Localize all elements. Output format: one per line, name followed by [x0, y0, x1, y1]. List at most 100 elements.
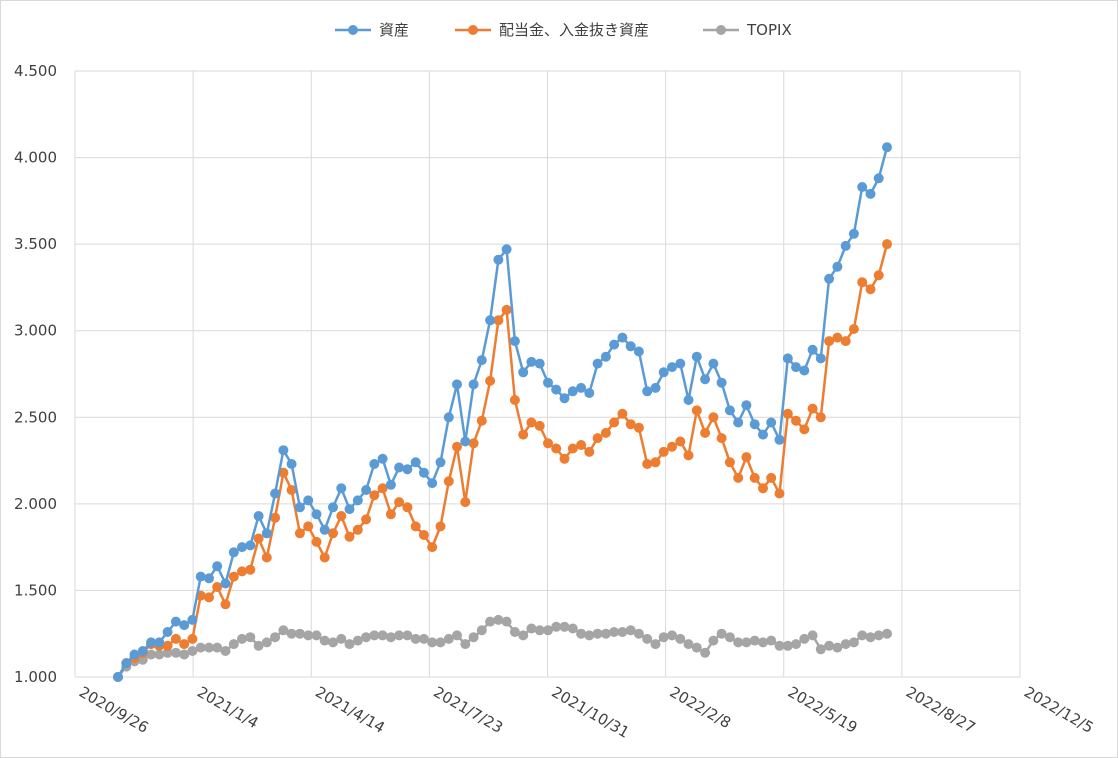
data-point — [526, 623, 537, 634]
data-point — [774, 640, 785, 651]
data-point — [882, 142, 892, 153]
data-point — [286, 628, 297, 639]
data-point — [278, 625, 289, 636]
y-tick-label: 4.000 — [14, 149, 57, 167]
data-point — [576, 628, 587, 639]
data-point — [650, 457, 661, 468]
legend-entry: 配当金、入金抜き資産 — [455, 21, 649, 39]
data-point — [485, 616, 496, 627]
data-point — [873, 630, 884, 641]
data-point — [848, 324, 859, 334]
data-point — [410, 633, 421, 644]
data-point — [418, 633, 429, 644]
data-point — [278, 467, 289, 478]
data-point — [791, 639, 801, 650]
data-point — [766, 417, 777, 428]
data-point — [352, 635, 363, 646]
data-point — [220, 646, 231, 656]
data-point — [716, 628, 727, 639]
data-point — [716, 433, 727, 444]
data-point — [344, 531, 355, 542]
x-tick-label: 2021/4/14 — [312, 683, 388, 737]
data-point — [501, 304, 512, 315]
data-point — [253, 533, 264, 544]
data-point — [162, 640, 173, 651]
data-point — [501, 616, 512, 627]
data-point — [865, 632, 876, 643]
data-point — [468, 379, 479, 390]
data-point — [228, 639, 239, 650]
x-tick-label: 2021/1/4 — [194, 683, 261, 732]
data-point — [857, 182, 868, 192]
data-point — [758, 637, 768, 648]
data-point — [600, 628, 611, 639]
data-point — [700, 374, 711, 385]
data-point — [394, 497, 405, 508]
data-point — [633, 422, 644, 433]
data-point — [195, 642, 206, 653]
data-point — [675, 633, 686, 644]
data-point — [220, 578, 231, 589]
data-point — [758, 483, 768, 494]
data-point — [410, 457, 421, 468]
data-point — [311, 509, 322, 520]
data-point — [567, 623, 578, 634]
data-point — [625, 625, 636, 636]
data-point — [146, 649, 157, 660]
data-point — [195, 571, 206, 582]
data-point — [534, 358, 545, 369]
data-point — [278, 445, 289, 456]
data-point — [303, 495, 314, 506]
data-point — [576, 382, 587, 393]
data-point — [782, 408, 793, 419]
data-point — [245, 564, 256, 575]
data-point — [402, 464, 413, 475]
data-point — [766, 635, 777, 646]
data-point — [212, 561, 223, 572]
data-point — [452, 630, 462, 641]
data-point — [840, 639, 851, 650]
data-point — [584, 388, 595, 398]
data-point — [691, 351, 702, 362]
data-point — [741, 400, 752, 411]
data-point — [220, 599, 231, 610]
data-point — [204, 573, 214, 584]
data-point — [493, 254, 504, 265]
data-point — [286, 485, 297, 495]
data-point — [675, 436, 686, 447]
data-point — [667, 630, 677, 641]
data-point — [336, 483, 347, 494]
y-tick-label: 2.000 — [14, 495, 57, 513]
data-point — [146, 637, 157, 648]
data-point — [518, 429, 529, 440]
data-point — [385, 632, 396, 643]
data-point — [204, 642, 214, 653]
legend-entry: 資産 — [335, 21, 409, 39]
series-layer — [113, 142, 892, 682]
data-point — [460, 497, 471, 508]
data-point — [882, 239, 892, 250]
series-0 — [113, 142, 892, 682]
data-point — [179, 620, 190, 631]
data-point — [882, 628, 892, 639]
data-point — [782, 353, 793, 364]
data-point — [873, 270, 884, 281]
data-point — [791, 362, 801, 373]
data-point — [427, 478, 438, 489]
x-tick-label: 2022/2/8 — [667, 683, 734, 732]
data-point — [534, 420, 545, 431]
data-point — [559, 393, 570, 404]
y-tick-label: 3.500 — [14, 235, 57, 253]
data-point — [815, 353, 826, 364]
data-point — [328, 528, 338, 539]
data-point — [286, 459, 297, 469]
data-point — [344, 639, 355, 650]
data-point — [799, 365, 810, 376]
data-point — [609, 417, 620, 428]
data-point — [509, 395, 520, 405]
data-point — [633, 628, 644, 639]
data-point — [402, 630, 413, 641]
data-point — [443, 633, 454, 644]
data-point — [642, 386, 653, 397]
